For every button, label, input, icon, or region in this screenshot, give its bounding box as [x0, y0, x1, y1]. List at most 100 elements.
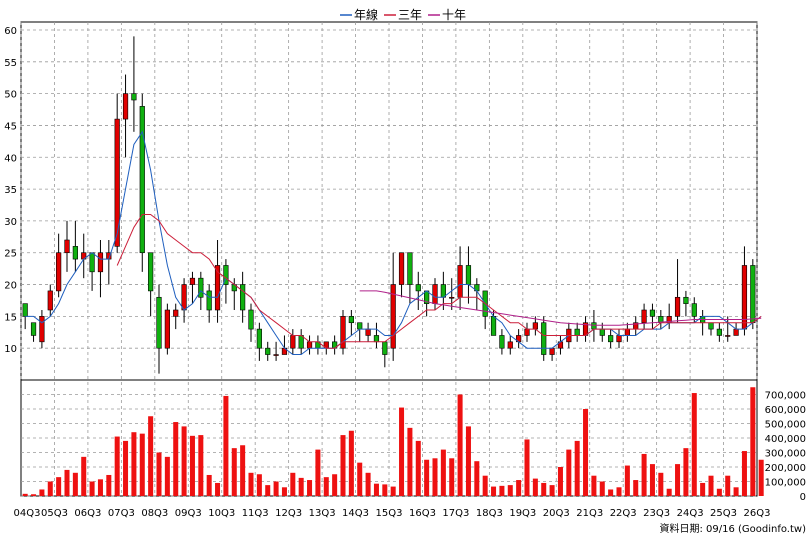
candle-body	[72, 246, 78, 260]
volume-bar	[123, 440, 129, 496]
volume-panel: 0 100,000 200,000 300,000 400,000 500,000 600,…	[20, 379, 806, 503]
volume-bar	[307, 480, 313, 496]
candle-body	[248, 309, 254, 330]
volume-bar	[716, 488, 722, 496]
volume-bar	[332, 474, 338, 496]
price-tick-label: 20	[4, 281, 17, 292]
volume-bar	[47, 481, 53, 496]
price-tick-label: 30	[4, 217, 17, 228]
candle-body	[465, 265, 472, 285]
volume-bar	[683, 448, 689, 496]
volume-bar	[181, 426, 187, 496]
candle-body	[265, 347, 271, 355]
x-tick-label: 25Q3	[710, 508, 737, 519]
volume-tick-label: 400,000	[765, 434, 806, 445]
volume-bar	[491, 486, 497, 496]
volume-bar	[373, 483, 379, 496]
volume-bar	[658, 472, 664, 496]
volume-tick-label: 500,000	[765, 420, 806, 431]
volume-bar	[273, 481, 279, 496]
volume-bar	[407, 427, 413, 496]
volume-bar	[315, 449, 321, 496]
candle-body	[390, 284, 396, 349]
price-tick-label: 40	[4, 153, 17, 164]
volume-bar	[72, 472, 78, 496]
x-axis: 04Q3 05Q3 06Q3 07Q3 08Q3 09Q3 10Q3 11Q3 12Q3 13Q3…	[14, 508, 771, 519]
volume-bar	[382, 484, 388, 496]
candle-body	[507, 341, 513, 349]
volume-bar	[700, 482, 706, 496]
volume-bar	[457, 394, 463, 496]
candle-body	[139, 106, 145, 254]
candle-body	[608, 335, 614, 343]
price-tick-label: 10	[4, 344, 17, 355]
volume-bar	[557, 467, 563, 496]
candle-body	[725, 335, 731, 337]
volume-bar	[733, 487, 739, 496]
volume-tick-label: 100,000	[765, 478, 806, 489]
volume-bar	[31, 494, 37, 496]
volume-bar	[415, 440, 421, 496]
candle-body	[599, 328, 605, 336]
volume-bar	[148, 416, 154, 496]
candle-body	[22, 303, 28, 317]
volume-tick-label: 600,000	[765, 405, 806, 416]
price-tick-label: 45	[4, 121, 17, 132]
candle-body	[440, 284, 446, 298]
volume-bar	[649, 464, 655, 496]
volume-bar	[89, 481, 95, 496]
candle-body	[240, 284, 246, 311]
volume-tick-label: 0	[800, 492, 806, 503]
x-tick-label: 05Q3	[41, 508, 68, 519]
x-tick-label: 12Q3	[275, 508, 302, 519]
volume-bar	[633, 480, 639, 496]
x-tick-label: 23Q3	[643, 508, 670, 519]
candle-body	[256, 328, 262, 349]
candle-body	[173, 309, 179, 317]
candle-body	[47, 290, 53, 311]
candle-body	[674, 296, 681, 317]
price-tick-label: 50	[4, 90, 17, 101]
candle-body	[214, 265, 221, 311]
candle-body	[432, 284, 438, 304]
candle-body	[649, 309, 656, 317]
candle-body	[56, 252, 62, 292]
volume-bar	[566, 449, 572, 496]
volume-bar	[591, 475, 597, 496]
volume-bar	[340, 435, 346, 496]
volume-bar	[741, 451, 747, 496]
volume-bar	[541, 482, 547, 496]
x-tick-label: 19Q3	[509, 508, 536, 519]
candle-body	[574, 328, 580, 336]
price-tick-label: 55	[4, 58, 17, 69]
volume-bar	[482, 475, 488, 496]
volume-bar	[97, 479, 103, 496]
candle-body	[30, 322, 37, 336]
volume-bar	[399, 407, 405, 496]
volume-bar	[139, 433, 145, 496]
candle-body	[750, 265, 756, 324]
volume-tick-label: 300,000	[765, 449, 806, 460]
volume-bar	[608, 489, 614, 496]
x-tick-label: 08Q3	[141, 508, 168, 519]
x-tick-label: 13Q3	[309, 508, 336, 519]
volume-bar	[39, 489, 45, 496]
volume-bar	[198, 435, 204, 496]
candle-body	[398, 252, 405, 285]
candle-body	[357, 322, 363, 330]
volume-bar	[641, 453, 647, 496]
candle-body	[198, 277, 204, 298]
candle-body	[716, 328, 722, 336]
candle-body	[532, 322, 538, 330]
x-tick-label: 04Q3	[14, 508, 41, 519]
volume-bar	[248, 472, 254, 496]
candle-body	[306, 341, 313, 349]
volume-bar	[223, 395, 229, 496]
x-tick-label: 07Q3	[108, 508, 135, 519]
candle-body	[733, 328, 739, 336]
ma-line-三年	[116, 214, 762, 349]
volume-bar	[432, 458, 438, 496]
price-tick-label: 15	[4, 312, 17, 323]
x-tick-label: 17Q3	[442, 508, 469, 519]
